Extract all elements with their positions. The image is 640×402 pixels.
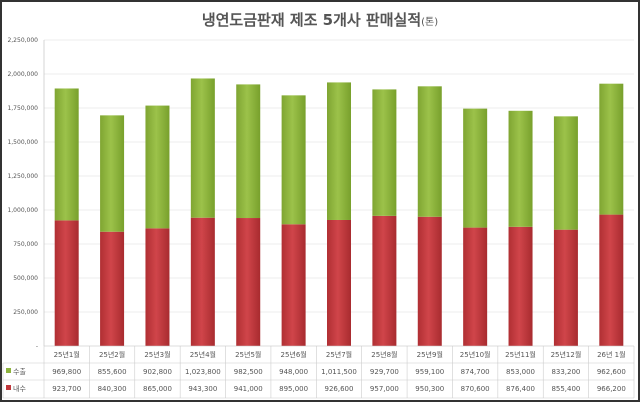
data-label: 895,000 — [279, 385, 308, 393]
data-label: 948,000 — [279, 368, 308, 376]
data-label: 853,000 — [506, 368, 535, 376]
bar-domestic — [54, 220, 79, 346]
y-tick-label: 750,000 — [13, 241, 38, 248]
y-tick-label: 1,250,000 — [7, 173, 38, 180]
category-label: 25년10월 — [460, 350, 491, 359]
data-label: 929,700 — [370, 368, 399, 376]
bar-export — [553, 116, 578, 230]
data-label: 855,600 — [98, 368, 127, 376]
bar-export — [372, 89, 397, 216]
category-label: 25년5월 — [235, 350, 261, 359]
category-label: 25년2월 — [99, 350, 125, 359]
legend-label: 수출 — [13, 367, 26, 376]
category-label: 26년 1월 — [597, 350, 625, 359]
data-label: 923,700 — [52, 385, 81, 393]
data-label: 855,400 — [551, 385, 580, 393]
data-label: 950,300 — [415, 385, 444, 393]
y-tick-label: 2,250,000 — [7, 37, 38, 44]
data-label: 966,200 — [597, 385, 626, 393]
category-label: 25년9월 — [417, 350, 443, 359]
category-label: 25년11월 — [505, 350, 536, 359]
bar-domestic — [508, 226, 533, 346]
bar-export — [236, 84, 261, 219]
bar-export — [508, 110, 533, 227]
bar-export — [54, 88, 79, 221]
bar-domestic — [236, 218, 261, 346]
bar-domestic — [327, 219, 351, 346]
category-label: 25년6월 — [280, 350, 306, 359]
data-label: 969,800 — [52, 368, 81, 376]
data-label: 1,011,500 — [321, 368, 357, 376]
data-label: 962,600 — [597, 368, 626, 376]
y-tick-label: 1,000,000 — [7, 207, 38, 214]
bar-domestic — [145, 228, 170, 346]
data-label: 902,800 — [143, 368, 172, 376]
category-label: 25년4월 — [190, 350, 216, 359]
data-label: 926,600 — [325, 385, 354, 393]
data-label: 870,600 — [461, 385, 490, 393]
bar-export — [281, 95, 306, 225]
bar-domestic — [190, 217, 215, 346]
bar-export — [145, 105, 170, 229]
bar-domestic — [281, 224, 306, 346]
y-tick-label: 2,000,000 — [7, 71, 38, 78]
y-tick-label: 1,750,000 — [7, 105, 38, 112]
bar-export — [463, 108, 488, 228]
data-label: 982,500 — [234, 368, 263, 376]
bar-domestic — [553, 229, 578, 346]
title-unit: (톤) — [421, 17, 439, 28]
bar-domestic — [100, 231, 125, 346]
y-tick-label: 1,500,000 — [7, 139, 38, 146]
bar-domestic — [372, 215, 397, 346]
category-label: 25년1월 — [54, 350, 80, 359]
bar-domestic — [463, 227, 488, 346]
bar-export — [190, 78, 215, 218]
bar-export — [599, 83, 624, 215]
category-label: 25년7월 — [326, 350, 352, 359]
data-label: 941,000 — [234, 385, 263, 393]
bar-export — [417, 86, 442, 217]
legend-label: 내수 — [13, 384, 26, 393]
data-label: 943,300 — [188, 385, 217, 393]
chart-title: 냉연도금판재 제조 5개사 판매실적(톤) — [0, 9, 640, 30]
bar-export — [100, 115, 125, 232]
category-label: 25년3월 — [144, 350, 170, 359]
bar-domestic — [417, 216, 442, 346]
data-label: 876,400 — [506, 385, 535, 393]
y-tick-label: - — [36, 343, 38, 350]
bar-domestic — [599, 214, 624, 346]
legend-swatch — [6, 368, 11, 373]
category-label: 25년12월 — [551, 350, 582, 359]
title-text: 냉연도금판재 제조 5개사 판매실적 — [201, 11, 422, 29]
data-label: 833,200 — [551, 368, 580, 376]
y-tick-label: 250,000 — [13, 309, 38, 316]
data-label: 840,300 — [98, 385, 127, 393]
data-label: 874,700 — [461, 368, 490, 376]
category-label: 25년8월 — [371, 350, 397, 359]
y-tick-label: 500,000 — [13, 275, 38, 282]
legend-swatch — [6, 385, 11, 390]
bar-export — [327, 82, 351, 220]
data-label: 959,100 — [415, 368, 444, 376]
data-label: 957,000 — [370, 385, 399, 393]
data-label: 1,023,800 — [185, 368, 221, 376]
data-label: 865,000 — [143, 385, 172, 393]
